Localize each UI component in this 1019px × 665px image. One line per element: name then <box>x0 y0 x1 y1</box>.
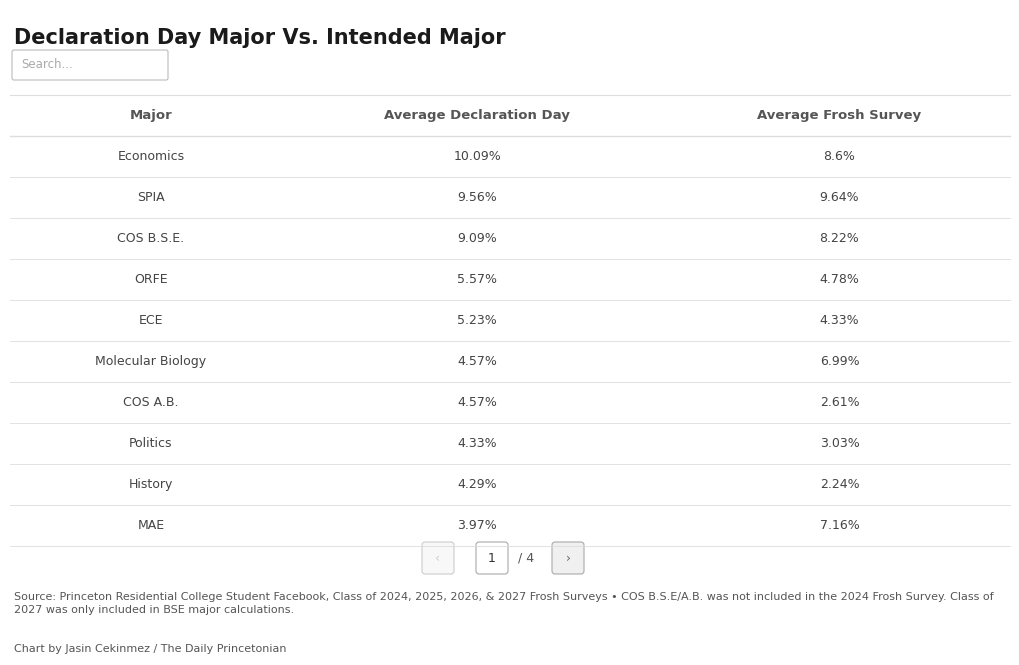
Text: 9.64%: 9.64% <box>819 191 858 204</box>
Text: 3.03%: 3.03% <box>819 437 858 450</box>
Text: 4.78%: 4.78% <box>818 273 859 286</box>
Text: Search...: Search... <box>21 59 72 72</box>
Text: 3.97%: 3.97% <box>458 519 496 532</box>
Text: ›: › <box>565 551 570 565</box>
Text: Chart by Jasin Cekinmez / The Daily Princetonian: Chart by Jasin Cekinmez / The Daily Prin… <box>14 644 286 654</box>
Text: Declaration Day Major Vs. Intended Major: Declaration Day Major Vs. Intended Major <box>14 28 505 48</box>
Text: COS B.S.E.: COS B.S.E. <box>117 232 184 245</box>
Text: 9.56%: 9.56% <box>458 191 496 204</box>
Text: Major: Major <box>129 109 172 122</box>
Text: ORFE: ORFE <box>135 273 167 286</box>
Text: 2027 was only included in BSE major calculations.: 2027 was only included in BSE major calc… <box>14 605 293 615</box>
Text: 5.57%: 5.57% <box>457 273 497 286</box>
Text: Average Declaration Day: Average Declaration Day <box>384 109 570 122</box>
FancyBboxPatch shape <box>551 542 584 574</box>
Text: Economics: Economics <box>117 150 184 163</box>
Text: 2.61%: 2.61% <box>819 396 858 409</box>
Text: 7.16%: 7.16% <box>819 519 858 532</box>
Text: 6.99%: 6.99% <box>819 355 858 368</box>
Text: Molecular Biology: Molecular Biology <box>96 355 206 368</box>
Text: / 4: / 4 <box>518 551 534 565</box>
Text: 9.09%: 9.09% <box>458 232 496 245</box>
Text: 4.57%: 4.57% <box>457 355 497 368</box>
Text: Source: Princeton Residential College Student Facebook, Class of 2024, 2025, 202: Source: Princeton Residential College St… <box>14 592 993 602</box>
Text: ECE: ECE <box>139 314 163 327</box>
Text: SPIA: SPIA <box>137 191 165 204</box>
FancyBboxPatch shape <box>422 542 453 574</box>
Text: 4.57%: 4.57% <box>457 396 497 409</box>
Text: 4.33%: 4.33% <box>458 437 496 450</box>
Text: ‹: ‹ <box>435 551 440 565</box>
Text: 4.29%: 4.29% <box>458 478 496 491</box>
Text: 5.23%: 5.23% <box>458 314 496 327</box>
Text: 1: 1 <box>487 551 495 565</box>
FancyBboxPatch shape <box>12 50 168 80</box>
FancyBboxPatch shape <box>476 542 507 574</box>
Text: Politics: Politics <box>129 437 172 450</box>
Text: Average Frosh Survey: Average Frosh Survey <box>757 109 920 122</box>
Text: History: History <box>128 478 173 491</box>
Text: 8.22%: 8.22% <box>819 232 858 245</box>
Text: MAE: MAE <box>138 519 164 532</box>
Text: 10.09%: 10.09% <box>453 150 500 163</box>
Text: 8.6%: 8.6% <box>822 150 855 163</box>
Text: 2.24%: 2.24% <box>819 478 858 491</box>
Text: COS A.B.: COS A.B. <box>123 396 178 409</box>
Text: 4.33%: 4.33% <box>819 314 858 327</box>
